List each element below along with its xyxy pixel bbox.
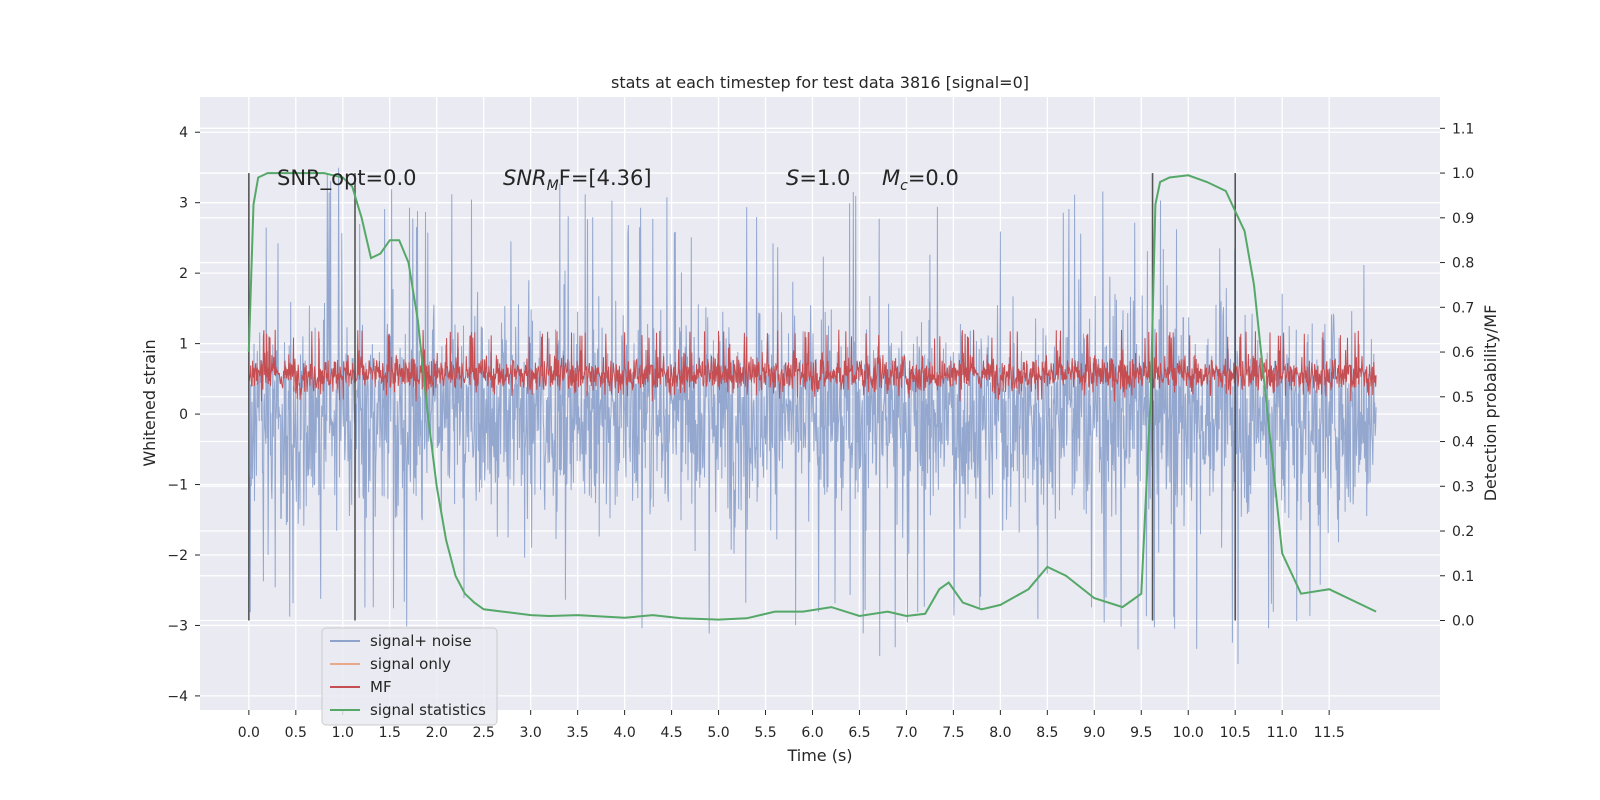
chart-title: stats at each timestep for test data 381… [611, 73, 1029, 92]
annotation-snr-mf-rest: F=[4.36] [559, 166, 652, 190]
x-tick-label: 7.0 [895, 725, 917, 741]
y-right-tick-label: 0.5 [1452, 390, 1474, 406]
x-tick-label: 10.0 [1173, 725, 1204, 741]
legend-label-signal-only: signal only [370, 655, 451, 673]
y-left-tick-label: 4 [179, 125, 188, 141]
y-right-tick-label: 1.0 [1452, 166, 1474, 182]
y-right-tick-label: 0.8 [1452, 256, 1474, 272]
y-right-tick-label: 0.2 [1452, 524, 1474, 540]
y-right-tick-label: 0.6 [1452, 345, 1474, 361]
annotation-snr-mf-name: SNR [503, 166, 547, 190]
x-tick-label: 2.5 [473, 725, 495, 741]
x-axis-ticks: 0.0 0.5 1.0 1.5 2.0 2.5 3.0 3.5 4.0 4.5 5.0 5.5 6.0 6… [238, 710, 1345, 741]
y-right-tick-label: 1.1 [1452, 121, 1474, 137]
mf-line [248, 329, 1377, 402]
y-axis-right-label: Detection probability/MF [1481, 305, 1500, 502]
x-tick-label: 11.5 [1314, 725, 1345, 741]
annotation-snr-mf-sub: M [547, 178, 559, 194]
x-tick-label: 9.0 [1083, 725, 1105, 741]
y-left-tick-label: −3 [167, 618, 188, 634]
legend-label-signal-statistics: signal statistics [370, 701, 486, 719]
annotation-mc-sub: c [900, 178, 908, 194]
x-tick-label: 9.5 [1130, 725, 1152, 741]
plot-area [200, 97, 1440, 710]
legend-label-mf: MF [370, 678, 392, 696]
vertical-marker-lines [248, 173, 1237, 621]
x-tick-label: 2.0 [426, 725, 448, 741]
y-left-tick-label: −2 [167, 548, 188, 564]
y-right-tick-label: 0.7 [1452, 300, 1474, 316]
y-left-tick-label: 3 [179, 196, 188, 212]
y-right-tick-label: 0.0 [1452, 614, 1474, 630]
annotation-s-name: S [786, 166, 799, 190]
signal-statistics-line [247, 172, 1377, 621]
legend: signal+ noise signal only MF signal stat… [321, 627, 498, 726]
y-right-tick-label: 0.3 [1452, 479, 1474, 495]
x-tick-label: 11.0 [1267, 725, 1298, 741]
y-axis-left-label: Whitened strain [140, 339, 159, 466]
x-axis-label: Time (s) [786, 746, 852, 765]
legend-box [321, 627, 498, 726]
x-tick-label: 5.0 [707, 725, 729, 741]
x-tick-label: 1.5 [379, 725, 401, 741]
signal-statistics-series [247, 172, 1377, 621]
y-left-tick-label: 2 [179, 266, 188, 282]
y-left-tick-label: 0 [179, 407, 188, 423]
x-tick-label: 4.0 [613, 725, 635, 741]
annotation-mc-rest: =0.0 [908, 166, 959, 190]
annotation-snr-mf: SNRMF=[4.36] [503, 166, 652, 194]
annotation-snr-opt: SNR_opt=0.0 [277, 166, 417, 191]
y-axis-right-ticks: 1.1 1.0 0.9 0.8 0.7 0.6 0.5 0.4 0.3 0.2 0.1 0.0 [1440, 121, 1474, 630]
x-tick-label: 10.5 [1220, 725, 1251, 741]
annotation-s: S=1.0 [786, 166, 850, 190]
x-tick-label: 4.5 [660, 725, 682, 741]
y-axis-left-ticks: 4 3 2 1 0 −1 −2 −3 −4 [167, 125, 200, 705]
annotation-mc: Mc=0.0 [882, 166, 959, 194]
legend-label-signal-noise: signal+ noise [370, 632, 472, 650]
mf-series [248, 329, 1377, 402]
y-left-tick-label: 1 [179, 337, 188, 353]
y-right-tick-label: 0.1 [1452, 569, 1474, 585]
x-tick-label: 8.0 [989, 725, 1011, 741]
x-tick-label: 3.0 [520, 725, 542, 741]
y-left-tick-label: −4 [167, 689, 188, 705]
x-tick-label: 5.5 [754, 725, 776, 741]
y-left-tick-label: −1 [167, 478, 188, 494]
annotation-s-rest: =1.0 [799, 166, 850, 190]
x-tick-label: 6.5 [848, 725, 870, 741]
y-right-tick-label: 0.9 [1452, 211, 1474, 227]
x-tick-label: 0.0 [238, 725, 260, 741]
x-tick-label: 6.0 [801, 725, 823, 741]
annotation-mc-name: M [882, 166, 900, 190]
x-tick-label: 3.5 [567, 725, 589, 741]
y-right-tick-label: 0.4 [1452, 435, 1474, 451]
x-tick-label: 7.5 [942, 725, 964, 741]
x-tick-label: 0.5 [285, 725, 307, 741]
x-tick-label: 8.5 [1036, 725, 1058, 741]
x-tick-label: 1.0 [332, 725, 354, 741]
